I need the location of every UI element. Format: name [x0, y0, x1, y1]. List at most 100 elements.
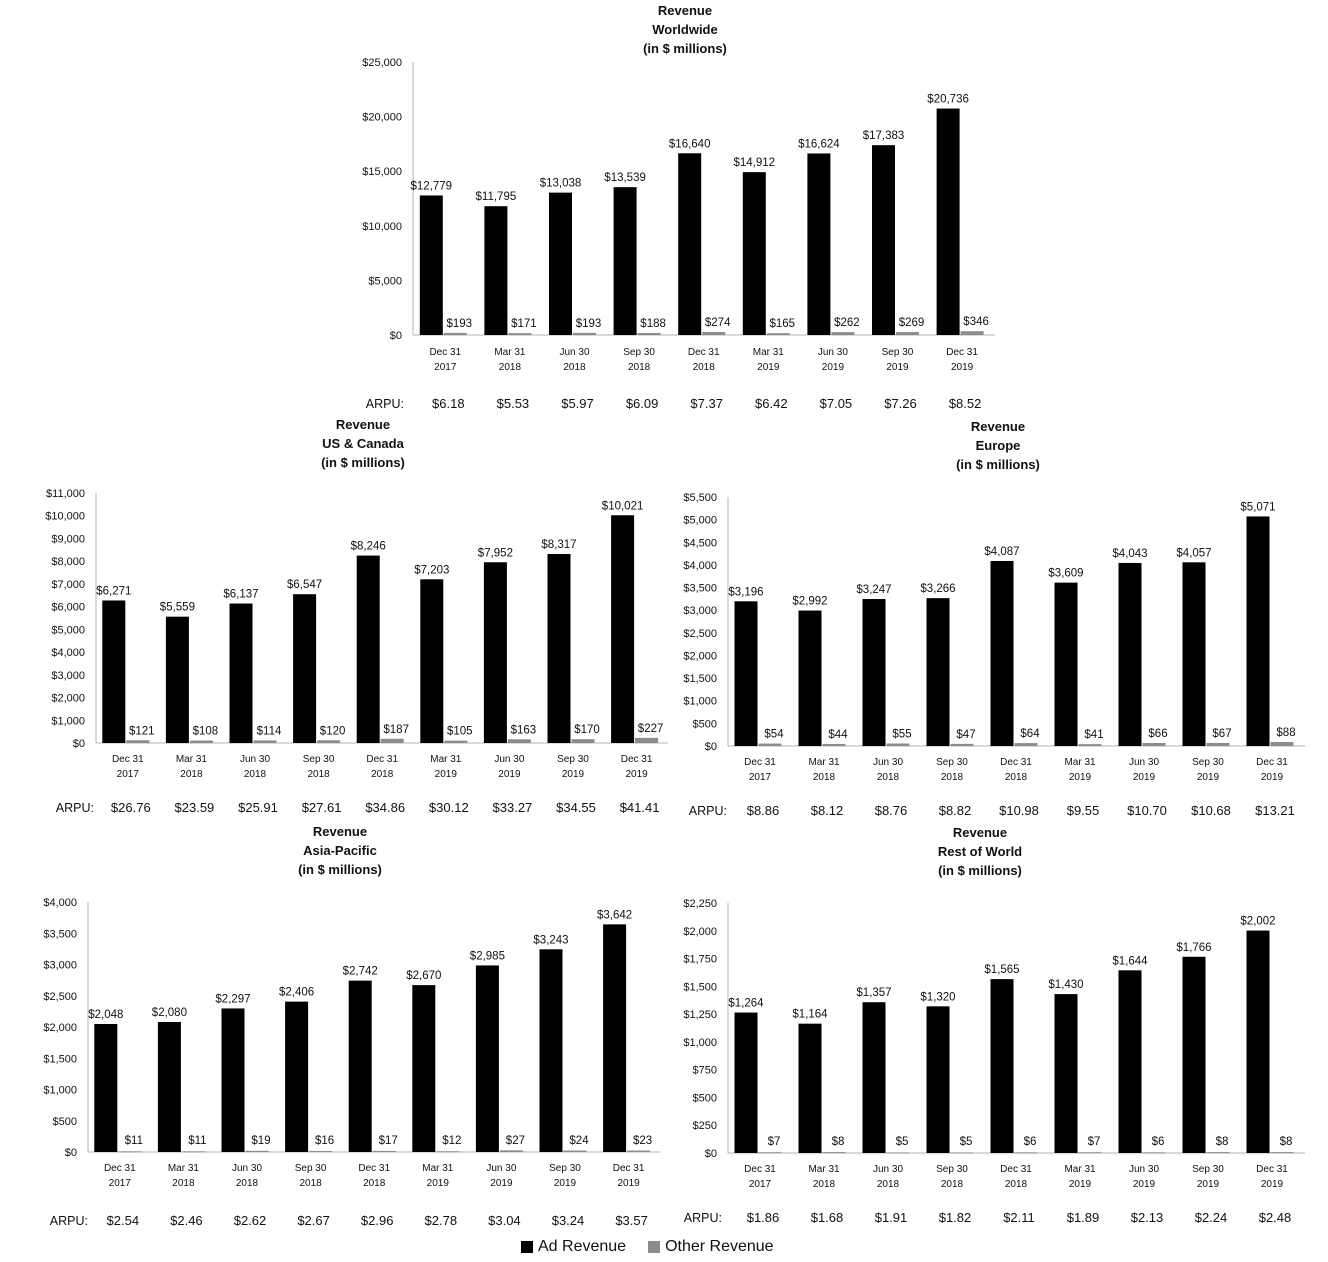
y-tick-label: $7,000 [51, 579, 85, 591]
data-label-ad: $12,779 [411, 180, 453, 192]
bar-ad [742, 172, 766, 335]
bar-other [637, 332, 661, 335]
data-label-other: $188 [640, 318, 666, 330]
y-tick-label: $25,000 [362, 57, 402, 69]
data-label-other: $64 [1020, 728, 1040, 740]
bar-ad [872, 145, 895, 335]
x-tick-label: Sep 30 [1192, 1164, 1224, 1175]
data-label-other: $346 [963, 316, 989, 328]
x-tick-label: 2019 [427, 1178, 450, 1189]
arpu-value: $2.62 [234, 1213, 267, 1228]
x-tick-label: Mar 31 [176, 754, 208, 765]
x-tick-label: Dec 31 [744, 1164, 776, 1175]
data-label-other: $193 [576, 318, 602, 330]
x-tick-label: Dec 31 [429, 347, 461, 358]
x-tick-label: Jun 30 [240, 754, 270, 765]
x-tick-label: Mar 31 [494, 347, 526, 358]
x-tick-label: Dec 31 [112, 754, 144, 765]
bar-ad [1246, 930, 1270, 1153]
arpu-value: $6.42 [755, 396, 788, 411]
chart-title-line: Rest of World [938, 844, 1022, 859]
data-label-other: $54 [764, 729, 784, 741]
chart-title-line: Revenue [658, 3, 712, 18]
arpu-value: $10.70 [1127, 803, 1167, 818]
data-label-other: $8 [1216, 1136, 1229, 1148]
arpu-label: ARPU: [50, 1214, 88, 1228]
y-tick-label: $2,000 [51, 693, 85, 705]
y-tick-label: $5,000 [51, 624, 85, 636]
arpu-value: $7.26 [884, 396, 917, 411]
bar-ad [229, 603, 253, 743]
x-tick-label: 2019 [886, 362, 909, 373]
bar-other [1078, 1152, 1102, 1154]
data-label-ad: $1,357 [856, 987, 891, 999]
x-tick-label: 2017 [749, 1179, 772, 1190]
data-label-other: $5 [960, 1136, 973, 1148]
bar-other [758, 1152, 782, 1154]
y-tick-label: $3,500 [683, 583, 717, 595]
x-tick-label: 2019 [1197, 772, 1220, 783]
data-label-ad: $2,002 [1240, 916, 1275, 928]
x-tick-label: 2017 [117, 769, 140, 780]
data-label-other: $16 [315, 1135, 334, 1147]
data-label-ad: $3,243 [533, 934, 568, 946]
x-tick-label: 2018 [563, 362, 586, 373]
arpu-value: $1.86 [747, 1210, 780, 1225]
arpu-label: ARPU: [689, 804, 727, 818]
arpu-value: $23.59 [175, 800, 215, 815]
x-tick-label: 2018 [371, 769, 394, 780]
bar-ad [611, 515, 635, 743]
x-tick-label: 2018 [1005, 1179, 1028, 1190]
chart-title-line: US & Canada [322, 436, 404, 451]
x-tick-label: 2019 [757, 362, 780, 373]
data-label-other: $11 [125, 1135, 143, 1147]
data-label-other: $165 [770, 318, 796, 330]
data-label-ad: $2,297 [215, 993, 250, 1005]
x-tick-label: 2018 [172, 1178, 195, 1189]
chart-title-line: Revenue [313, 824, 367, 839]
bar-other [573, 332, 596, 335]
arpu-value: $9.55 [1067, 803, 1100, 818]
y-tick-label: $6,000 [51, 602, 85, 614]
y-tick-label: $0 [65, 1147, 77, 1159]
arpu-value: $2.13 [1131, 1210, 1164, 1225]
data-label-ad: $13,539 [604, 172, 646, 184]
x-tick-label: Dec 31 [946, 347, 978, 358]
bar-ad [798, 610, 822, 746]
x-tick-label: Jun 30 [873, 757, 903, 768]
data-label-ad: $2,406 [279, 987, 314, 999]
bar-ad [475, 965, 499, 1152]
bar-other [758, 743, 782, 746]
y-tick-label: $10,000 [362, 221, 402, 233]
data-label-ad: $13,038 [540, 178, 582, 190]
bar-ad [862, 598, 886, 746]
x-tick-label: 2018 [877, 1179, 900, 1190]
x-tick-label: Mar 31 [1064, 757, 1096, 768]
bar-ad [419, 195, 443, 335]
bar-other [189, 740, 213, 743]
data-label-other: $6 [1024, 1136, 1037, 1148]
bar-ad [412, 985, 436, 1152]
bar-other [822, 1152, 846, 1154]
chart-title-line: Revenue [971, 419, 1025, 434]
data-label-other: $8 [1280, 1136, 1293, 1148]
arpu-value: $2.96 [361, 1213, 394, 1228]
x-tick-label: Sep 30 [936, 1164, 968, 1175]
bar-ad [221, 1008, 245, 1152]
data-label-other: $114 [257, 725, 282, 737]
y-tick-label: $0 [73, 738, 85, 750]
bar-ad [1118, 562, 1142, 746]
data-label-ad: $2,080 [152, 1007, 187, 1019]
data-label-ad: $4,043 [1112, 548, 1147, 560]
bar-other [317, 740, 341, 743]
arpu-value: $27.61 [302, 800, 342, 815]
x-tick-label: 2019 [1197, 1179, 1220, 1190]
data-label-ad: $1,766 [1176, 942, 1211, 954]
x-tick-label: 2018 [877, 772, 900, 783]
x-tick-label: Sep 30 [1192, 757, 1224, 768]
x-tick-label: Jun 30 [232, 1163, 262, 1174]
y-tick-label: $250 [693, 1120, 717, 1132]
arpu-value: $8.86 [747, 803, 780, 818]
bar-ad [807, 153, 831, 335]
y-tick-label: $2,000 [43, 1022, 77, 1034]
